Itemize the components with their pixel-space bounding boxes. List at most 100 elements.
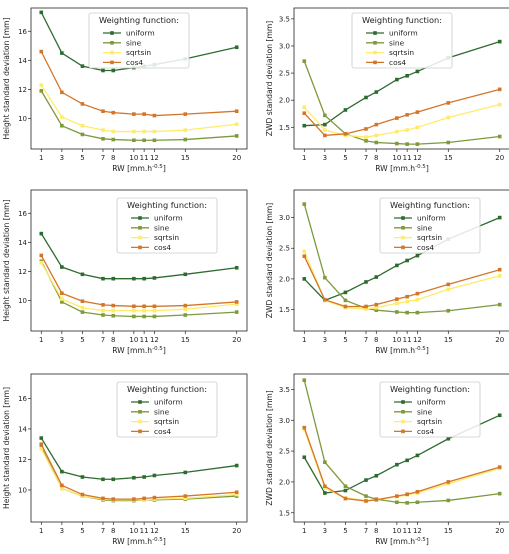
data-point-uniform: [183, 470, 188, 475]
data-point-sqrtsin: [446, 481, 451, 486]
data-point-sqrtsin: [80, 123, 85, 128]
x-tick-label: 12: [150, 154, 159, 162]
series-line-sine: [303, 60, 500, 145]
series-sqrtsin: [302, 102, 502, 139]
data-point-cos4: [39, 49, 44, 54]
data-point-uniform: [234, 463, 239, 468]
x-tick-label: 3: [323, 527, 327, 535]
data-point-uniform: [142, 276, 146, 281]
data-point-cos4: [415, 291, 420, 296]
data-point-sqrtsin: [497, 102, 502, 107]
x-axis-label: RW [mm.h-0.5]: [375, 164, 429, 173]
x-tick-label: 5: [80, 154, 84, 162]
plot-frame: [293, 373, 509, 523]
legend-entry-sqrtsin: sqrtsin: [154, 233, 179, 242]
data-point-sine: [132, 138, 136, 143]
data-point-sine: [132, 314, 136, 319]
x-tick-label: 1: [302, 527, 306, 535]
data-point-sine: [323, 460, 327, 464]
series-sqrtsin: [39, 83, 239, 134]
data-point-sine: [395, 141, 399, 146]
y-tick-label: 16: [18, 210, 27, 218]
data-point-sqrtsin: [323, 486, 327, 490]
data-point-cos4: [395, 494, 399, 498]
series-sqrtsin: [39, 260, 239, 313]
legend-entry-sine: sine: [417, 223, 433, 232]
data-point-cos4: [374, 302, 379, 307]
legend-swatch-marker: [110, 50, 114, 55]
x-tick-label: 11: [403, 154, 412, 162]
data-point-cos4: [405, 294, 409, 299]
series-line-cos4: [40, 51, 237, 117]
data-point-uniform: [343, 290, 348, 295]
data-point-sine: [446, 498, 451, 503]
x-tick-label: 3: [60, 154, 64, 162]
y-tick-label: 3.0: [279, 42, 290, 50]
legend-swatch-marker: [401, 226, 405, 230]
legend-entry-uniform: uniform: [154, 214, 183, 223]
data-point-cos4: [80, 299, 85, 304]
data-point-cos4: [343, 304, 348, 309]
data-point-sine: [374, 308, 379, 312]
x-axis-label: RW [mm.h-0.5]: [112, 346, 166, 355]
data-point-cos4: [405, 492, 409, 497]
series-line-uniform: [40, 233, 237, 280]
data-point-sine: [405, 142, 409, 146]
series-line-sqrtsin: [303, 429, 500, 502]
series-sine: [302, 59, 502, 146]
data-point-sine: [323, 113, 327, 118]
legend-title: Weighting function:: [127, 384, 207, 394]
y-tick-label: 1.5: [279, 124, 290, 132]
series-cos4: [39, 442, 239, 501]
data-point-cos4: [302, 254, 307, 259]
y-tick-label: 2.5: [279, 70, 290, 78]
y-tick-label: 12: [18, 456, 27, 464]
legend-entry-sine: sine: [417, 407, 433, 416]
x-tick-label: 5: [343, 336, 347, 344]
series-line-sine: [303, 203, 500, 314]
data-point-sine: [415, 142, 420, 146]
chart-panel-4: 1 3 5 7 8 10 11 12 15 20 1.5 2.0 2.5 3.0 RW [mm.h-0.5]…: [265, 189, 509, 355]
y-tick-label: 10: [18, 297, 27, 305]
data-point-sine: [395, 310, 399, 314]
data-point-sine: [343, 298, 348, 303]
data-point-cos4: [111, 497, 116, 501]
data-point-uniform: [101, 68, 105, 73]
data-point-uniform: [60, 265, 64, 269]
legend-swatch-marker: [373, 41, 377, 45]
legend-entry-cos4: cos4: [154, 243, 171, 252]
data-point-cos4: [446, 480, 451, 484]
data-point-sqrtsin: [364, 135, 368, 139]
series-line-sine: [40, 260, 237, 318]
data-point-sqrtsin: [234, 492, 239, 497]
data-point-sine: [152, 314, 157, 319]
x-tick-label: 15: [444, 336, 453, 344]
y-tick-label: 3.5: [279, 15, 290, 23]
data-point-cos4: [395, 116, 399, 120]
data-point-cos4: [323, 297, 327, 302]
y-tick-label: 14: [18, 239, 27, 247]
data-point-sine: [101, 313, 105, 317]
data-point-sqrtsin: [374, 305, 379, 310]
legend-box: [116, 381, 218, 438]
data-point-sine: [80, 132, 85, 137]
data-point-cos4: [343, 132, 348, 136]
legend-entry-sine: sine: [126, 38, 142, 47]
data-point-uniform: [405, 73, 409, 78]
legend-title: Weighting function:: [390, 200, 470, 210]
x-tick-label: 10: [129, 336, 138, 344]
x-tick-label: 11: [140, 154, 149, 162]
data-point-cos4: [60, 483, 64, 488]
data-point-cos4: [80, 492, 85, 497]
series-line-sqrtsin: [40, 262, 237, 312]
x-tick-label: 7: [101, 154, 105, 162]
series-line-sqrtsin: [40, 448, 237, 501]
series-line-sine: [40, 90, 237, 141]
data-point-uniform: [415, 453, 420, 458]
x-tick-label: 15: [181, 336, 190, 344]
legend-swatch-marker: [401, 235, 405, 240]
data-point-cos4: [234, 109, 239, 114]
